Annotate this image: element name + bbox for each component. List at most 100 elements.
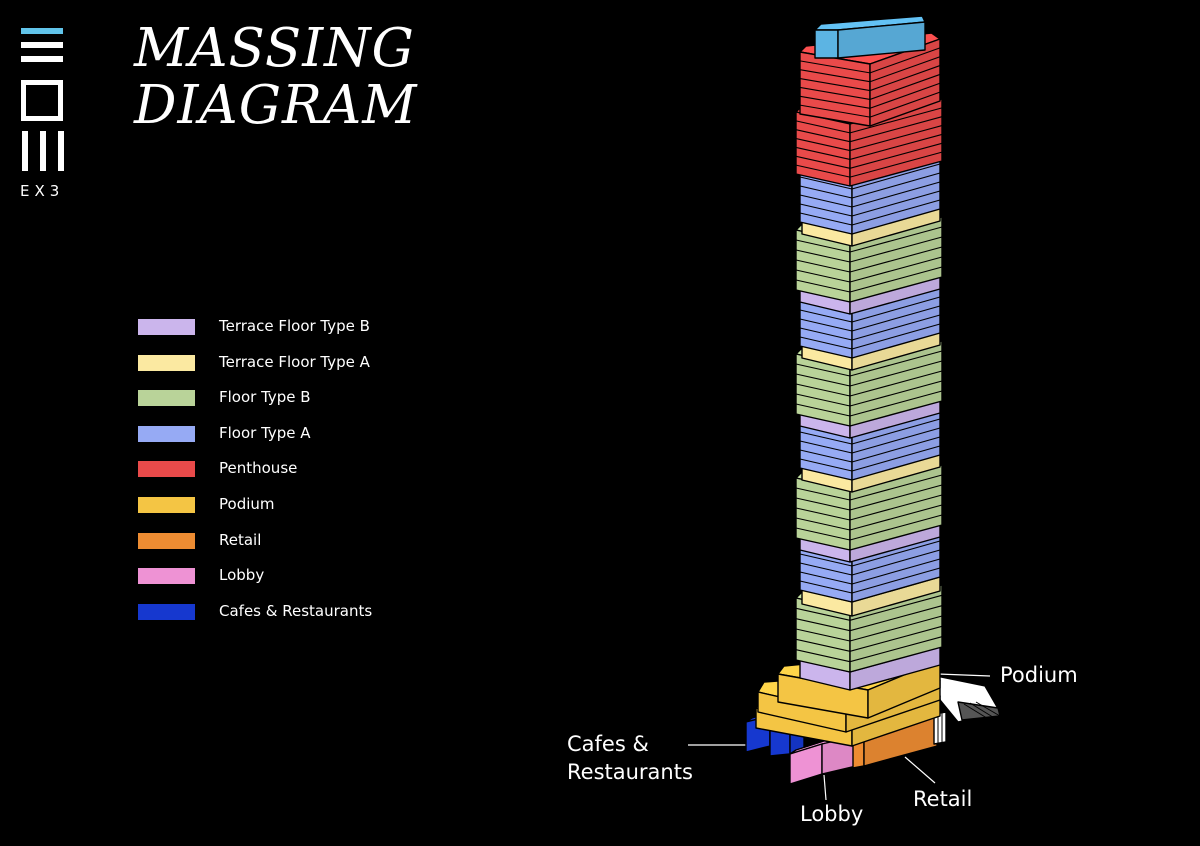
floor-line xyxy=(795,497,851,511)
lobby-callout: Lobby xyxy=(800,802,864,826)
retail-callout: Retail xyxy=(913,787,973,811)
floor-line xyxy=(799,580,853,594)
floor-line xyxy=(799,431,853,445)
legend-item: Retail xyxy=(138,530,398,550)
floor-line xyxy=(795,649,851,663)
floor-line xyxy=(869,73,941,100)
floor-line xyxy=(795,507,851,521)
floor-line xyxy=(851,427,941,454)
plaza-line xyxy=(975,701,1001,717)
legend-item: Penthouse xyxy=(138,458,398,478)
floor-line xyxy=(849,226,943,253)
floor-line xyxy=(869,82,941,109)
legend-swatch xyxy=(138,354,195,371)
floor-line xyxy=(799,336,853,350)
floor-line xyxy=(849,636,943,663)
roof-block-left-face xyxy=(814,29,839,59)
floor-line xyxy=(851,418,941,445)
floor-line xyxy=(849,142,943,169)
logo-vertical-bar xyxy=(58,131,64,171)
legend-swatch xyxy=(138,319,195,335)
floor-line xyxy=(849,116,943,143)
floor-line xyxy=(849,133,943,160)
floor-line xyxy=(849,151,943,178)
floor-line xyxy=(851,314,941,341)
plaza-line xyxy=(963,703,991,721)
floor-line xyxy=(869,56,941,83)
logo-vertical-bar xyxy=(40,131,46,171)
cafes-callout-line-2: Restaurants xyxy=(567,760,693,784)
floor-line xyxy=(795,618,851,632)
legend-item: Floor Type B xyxy=(138,387,398,407)
logo-vertical-bar xyxy=(22,131,28,171)
floor-line xyxy=(799,562,853,576)
legend-label: Cafes & Restaurants xyxy=(219,601,373,620)
legend-swatch xyxy=(138,603,195,620)
legend-item: Terrace Floor Type A xyxy=(138,352,398,372)
floor-line xyxy=(795,628,851,642)
floor-line xyxy=(869,91,941,118)
floor-line xyxy=(849,380,943,407)
podium-leader-line xyxy=(937,673,991,677)
floor-line xyxy=(799,176,853,190)
retail-leader-line xyxy=(904,756,936,784)
floor-line xyxy=(799,571,853,585)
legend-label: Lobby xyxy=(219,566,265,585)
floor-line xyxy=(849,360,943,387)
floor-line xyxy=(799,440,853,454)
floor-line xyxy=(795,373,851,387)
tower xyxy=(795,15,943,691)
floor-line xyxy=(799,60,871,74)
floor-line xyxy=(851,163,941,190)
floor-line xyxy=(851,323,941,350)
legend-label: Terrace Floor Type A xyxy=(219,352,370,371)
legend-label: Floor Type B xyxy=(219,388,311,407)
title-line-1: MASSING xyxy=(134,18,415,79)
floor-line xyxy=(799,78,871,92)
floor-line xyxy=(795,249,851,263)
floor-line xyxy=(795,527,851,541)
floor-line xyxy=(849,350,943,377)
floor-line xyxy=(849,474,943,501)
floor-line xyxy=(849,484,943,511)
floor-line xyxy=(849,236,943,263)
logo-text: EX3 xyxy=(20,182,65,200)
plaza-line xyxy=(969,702,997,720)
floor-line xyxy=(851,296,941,323)
floor-line xyxy=(849,107,943,134)
floor-line xyxy=(849,625,943,652)
floor-line xyxy=(799,553,853,567)
floor-line xyxy=(849,594,943,621)
floor-line xyxy=(795,138,851,152)
floor-line xyxy=(795,638,851,652)
floor-line xyxy=(851,181,941,208)
floor-line xyxy=(799,318,853,332)
floor-line xyxy=(795,259,851,273)
floor-line xyxy=(849,256,943,283)
floor-line xyxy=(849,605,943,632)
floor-line xyxy=(849,615,943,642)
floor-line xyxy=(869,47,941,74)
floor-line xyxy=(795,363,851,377)
floor-line xyxy=(795,269,851,283)
floor-line xyxy=(799,309,853,323)
floor-line xyxy=(795,129,851,143)
legend-swatch xyxy=(138,390,195,407)
lobby-leader-line xyxy=(823,774,827,801)
legend-item: Podium xyxy=(138,494,398,514)
floor-line xyxy=(799,212,853,226)
legend-item: Cafes & Restaurants xyxy=(138,601,398,621)
floor-line xyxy=(795,146,851,160)
page-title: MASSING DIAGRAM xyxy=(134,20,418,134)
floor-line xyxy=(851,567,941,594)
floor-line xyxy=(799,69,871,83)
floor-line xyxy=(849,370,943,397)
floor-line xyxy=(799,327,853,341)
legend-swatch xyxy=(138,568,195,585)
floor-line xyxy=(799,449,853,463)
floor-line xyxy=(795,517,851,531)
floor-line xyxy=(795,155,851,169)
floor-line xyxy=(799,194,853,208)
floor-line xyxy=(795,164,851,178)
